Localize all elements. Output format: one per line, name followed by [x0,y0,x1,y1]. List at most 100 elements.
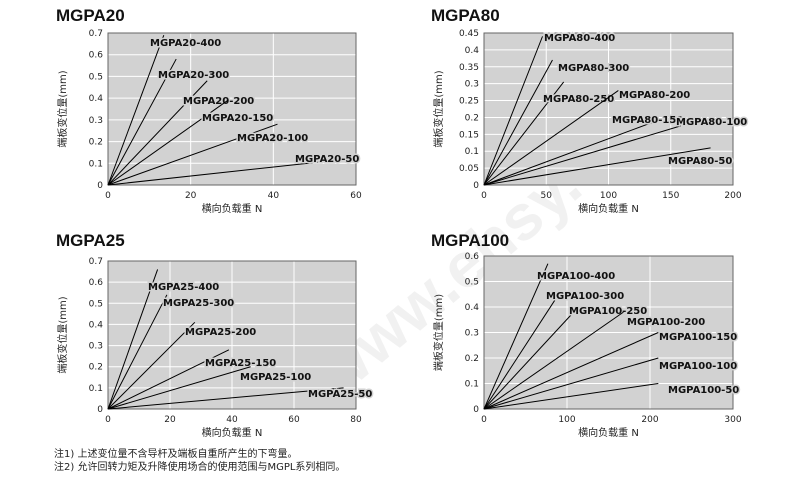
series-label: MGPA100-50 [668,385,739,396]
series-line [107,294,168,410]
series-label: MGPA20-400 [150,38,221,49]
y-tick-label: 0.2 [89,138,103,148]
series-label: MGPA25-400 [148,282,219,293]
y-tick-label: 0.5 [89,72,103,82]
series-label: MGPA100-300 [546,291,624,302]
x-tick-label: 0 [105,415,111,425]
x-tick-label: 20 [164,415,176,425]
series-label: MGPA100-200 [627,317,705,328]
x-tick-label: 150 [662,191,679,201]
y-tick-label: 0.5 [89,299,103,309]
x-axis-label: 横向负载重 N [202,426,263,439]
series-line [483,116,666,186]
y-tick-label: 0.2 [465,113,479,123]
x-axis-label: 横向负载重 N [578,202,639,215]
y-tick-label: 0.6 [465,252,480,262]
series-label: MGPA100-150 [659,332,737,343]
x-tick-label: 200 [724,191,741,201]
series-label: MGPA100-400 [537,271,615,282]
y-tick-label: 0.45 [459,29,479,39]
y-tick-label: 0.25 [459,97,479,107]
series-label: MGPA25-150 [205,358,276,369]
series-label: MGPA80-400 [544,33,615,44]
y-tick-label: 0.1 [89,384,103,394]
series-line [483,90,619,186]
y-tick-label: 0.3 [465,80,479,90]
series-label: MGPA80-150 [612,115,683,126]
series-line [483,81,565,186]
series-line [107,321,196,410]
chart-title: MGPA20 [56,6,125,25]
y-tick-label: 0.7 [89,257,103,267]
x-tick-label: 100 [558,415,575,425]
y-tick-label: 0 [473,181,479,191]
series-label: MGPA25-200 [185,327,256,338]
line-chart-mgpa25: 0 0.1 0.2 0.3 0.4 0.5 0.6 0.7 0 20 40 60 80 横向负载重 N 端板… [56,257,374,439]
series-line [107,99,229,186]
y-axis-label: 端板变位量(mm) [56,296,69,373]
x-tick-label: 0 [105,191,111,201]
x-tick-label: 0 [481,191,487,201]
y-tick-label: 0.5 [465,278,479,288]
series-label: MGPA80-300 [558,63,629,74]
series-label: MGPA80-100 [676,117,747,128]
series-line [107,34,165,186]
series-label: MGPA25-100 [240,372,311,383]
y-tick-label: 0.4 [465,46,480,56]
chart-panel-mgpa25: MGPA25 0 0.1 0.2 0.3 0.4 0.5 0.6 0.7 0 20 40 60 80 横向… [0,228,395,443]
chart-panel-mgpa100: MGPA100 0 0.1 0.2 0.3 0.4 0.5 0.6 0 100 200 300 横向负… [395,228,790,443]
x-tick-label: 80 [350,415,362,425]
chart-title: MGPA80 [431,6,500,25]
y-tick-label: 0.4 [465,303,480,313]
series-line [483,311,624,410]
line-chart-mgpa80: 0 0.05 0.1 0.15 0.2 0.25 0.3 0.35 0.4 0.45 0 50 100 1… [432,29,749,215]
series-line [107,387,344,410]
x-tick-label: 0 [481,415,487,425]
series-label: MGPA20-300 [158,70,229,81]
series-line [483,147,711,186]
y-tick-label: 0 [97,181,103,191]
series-line [107,366,251,410]
series-label: MGPA25-50 [308,389,372,400]
y-tick-label: 0.6 [89,51,104,61]
x-tick-label: 100 [600,191,617,201]
x-axis-label: 横向负载重 N [578,426,639,439]
series-label: MGPA20-200 [183,96,254,107]
series-line [107,349,230,410]
y-tick-label: 0.1 [465,380,479,390]
plot-frame [483,32,734,186]
x-tick-label: 20 [185,191,197,201]
x-tick-label: 40 [268,191,280,201]
y-tick-label: 0.3 [89,116,103,126]
chart-panel-mgpa20: MGPA20 0 0.1 0.2 0.3 0.4 0.5 0.6 0.7 0 20 40 60 横向负载… [0,0,395,225]
chart-title: MGPA25 [56,231,125,250]
series-label: MGPA100-100 [659,361,737,372]
series-line [107,80,208,186]
y-tick-label: 0.1 [465,147,479,157]
x-tick-label: 50 [541,191,553,201]
footnotes: 注1) 上述变位量不含导杆及端板自重所产生的下弯量。 注2) 允许回转力矩及升降… [54,448,345,474]
y-tick-label: 0 [473,405,479,415]
y-tick-label: 0.3 [465,329,479,339]
y-tick-label: 0.35 [459,63,479,73]
series-label: MGPA80-200 [619,90,690,101]
series-line [483,311,575,410]
y-tick-label: 0.05 [459,164,479,174]
series-line [483,36,543,186]
plot-frame [107,32,357,186]
chart-title: MGPA100 [431,231,510,250]
y-axis-label: 端板变位量(mm) [56,70,69,147]
series-label: MGPA80-50 [668,156,732,167]
plot-frame [483,255,734,410]
y-tick-label: 0.7 [89,29,103,39]
series-label: MGPA80-250 [543,94,614,105]
y-tick-label: 0.15 [459,130,479,140]
series-line [483,332,659,410]
y-tick-label: 0.4 [89,94,104,104]
y-tick-label: 0.6 [89,278,104,288]
y-tick-label: 0.4 [89,320,104,330]
x-tick-label: 60 [350,191,362,201]
y-tick-label: 0.2 [465,354,479,364]
chart-panel-mgpa80: MGPA80 0 0.05 0.1 0.15 0.2 0.25 0.3 0.35 0.4 0.45… [395,0,790,225]
series-line [107,158,348,186]
